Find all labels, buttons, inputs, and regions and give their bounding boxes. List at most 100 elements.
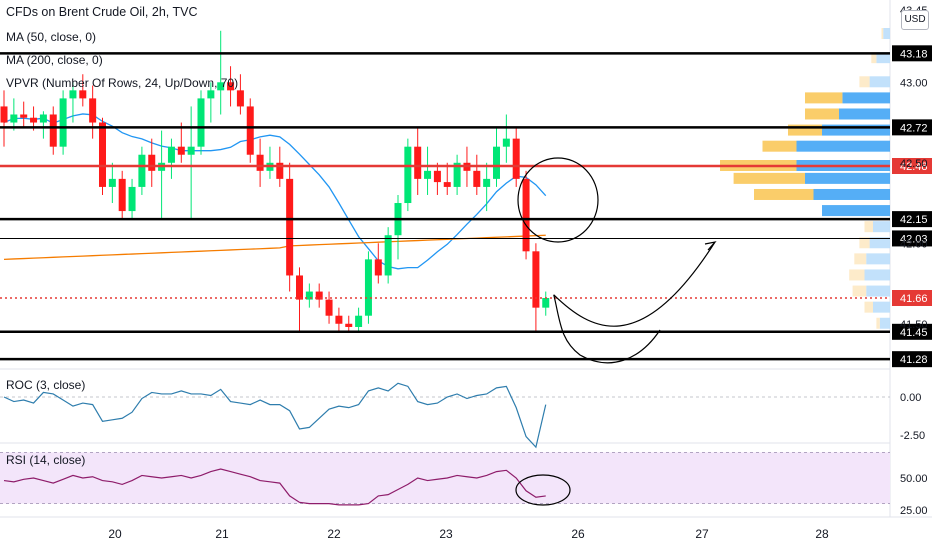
candle — [325, 299, 333, 316]
vpvr-up-bar — [805, 172, 890, 184]
annotation-arrowhead — [704, 241, 717, 251]
vpvr-down-bar — [859, 237, 870, 249]
candle — [473, 170, 481, 187]
candle — [364, 259, 372, 316]
vpvr-down-bar — [859, 76, 870, 88]
level-label-bg — [892, 351, 932, 368]
candle — [286, 178, 294, 276]
vpvr-down-bar — [754, 188, 814, 200]
vpvr-up-bar — [873, 221, 890, 233]
vpvr-up-bar — [869, 237, 890, 249]
candle — [384, 235, 392, 276]
vpvr-up-bar — [864, 269, 890, 281]
candle — [424, 170, 432, 179]
candle — [49, 114, 57, 147]
candle — [79, 90, 87, 99]
vpvr-up-bar — [883, 28, 890, 39]
x-tick-label: 28 — [815, 527, 829, 541]
candle — [522, 178, 530, 252]
rsi-legend[interactable]: RSI (14, close) — [6, 453, 86, 467]
x-tick-label: 27 — [695, 527, 709, 541]
candle — [20, 114, 28, 118]
candle — [542, 298, 550, 308]
candle — [177, 146, 185, 155]
vpvr-down-bar — [788, 124, 822, 136]
level-label: 42.03 — [900, 233, 928, 245]
annotation-rsi-ellipse — [515, 474, 571, 506]
vpvr-up-bar — [876, 52, 890, 64]
price-tick-label: 42.00 — [900, 238, 928, 250]
x-tick-label: 20 — [108, 527, 122, 541]
candle — [532, 251, 540, 308]
candle — [296, 275, 303, 300]
candle — [256, 154, 264, 171]
roc-tick-label: 0.00 — [900, 392, 921, 404]
candle — [138, 154, 146, 187]
candle — [108, 178, 116, 187]
ma50-legend[interactable]: MA (50, close, 0) — [6, 30, 97, 44]
vpvr-down-bar — [871, 52, 877, 64]
candle — [148, 154, 156, 171]
vpvr-up-bar — [796, 140, 890, 152]
level-label: 41.45 — [900, 327, 928, 339]
x-tick-label: 26 — [571, 527, 585, 541]
candle — [345, 323, 353, 327]
level-label-bg — [892, 119, 932, 136]
candle — [59, 98, 67, 147]
candle — [443, 182, 451, 187]
level-label: 43.18 — [900, 48, 928, 60]
vpvr-up-bar — [866, 285, 890, 297]
vpvr-up-bar — [879, 317, 890, 329]
annotation-curve — [553, 294, 661, 364]
candle — [414, 146, 422, 179]
vpvr-up-bar — [813, 188, 890, 200]
price-tick-label: 41.50 — [900, 319, 928, 331]
level-label-bg — [892, 158, 932, 174]
candle — [39, 114, 47, 123]
rsi-tick-label: 50.00 — [900, 473, 928, 485]
chart-title: CFDs on Brent Crude Oil, 2h, TVC — [6, 5, 198, 19]
vpvr-up-bar — [842, 92, 890, 104]
vpvr-up-bar — [822, 205, 890, 217]
vpvr-up-bar — [822, 124, 890, 136]
candle — [335, 315, 343, 324]
level-label: 42.72 — [900, 122, 928, 134]
vpvr-up-bar — [869, 76, 890, 88]
level-label: 41.66 — [900, 293, 928, 305]
candle — [502, 138, 510, 147]
level-label-bg — [892, 230, 932, 247]
x-tick-label: 21 — [215, 527, 229, 541]
currency-badge[interactable]: USD — [901, 10, 929, 30]
rsi-tick-label: 25.00 — [900, 505, 928, 517]
roc-line — [3, 382, 547, 449]
annotation-ellipse — [517, 157, 599, 243]
candle — [167, 146, 175, 163]
ma200-legend[interactable]: MA (200, close, 0) — [6, 53, 103, 67]
roc-legend[interactable]: ROC (3, close) — [6, 378, 86, 392]
vpvr-up-bar — [866, 253, 890, 265]
level-label-bg — [892, 45, 932, 62]
candle — [30, 117, 38, 123]
level-label-bg — [892, 211, 932, 228]
candle — [355, 315, 363, 327]
candle — [89, 98, 97, 123]
x-tick-label: 23 — [439, 527, 453, 541]
vpvr-down-bar — [762, 140, 797, 152]
candle — [0, 106, 8, 123]
candle — [315, 291, 323, 300]
level-label-bg — [892, 323, 932, 340]
level-label: 41.28 — [900, 354, 928, 366]
candle — [305, 291, 313, 300]
level-label-bg — [892, 290, 932, 306]
vpvr-down-bar — [864, 301, 873, 313]
candle — [236, 90, 244, 107]
vpvr-legend[interactable]: VPVR (Number Of Rows, 24, Up/Down, 70) — [6, 76, 239, 90]
vpvr-down-bar — [852, 285, 867, 297]
candle — [374, 259, 382, 276]
candle — [453, 162, 461, 187]
level-label: 42.48 — [900, 161, 928, 173]
vpvr-down-bar — [805, 92, 843, 104]
price-tick-label: 43.00 — [900, 77, 928, 89]
